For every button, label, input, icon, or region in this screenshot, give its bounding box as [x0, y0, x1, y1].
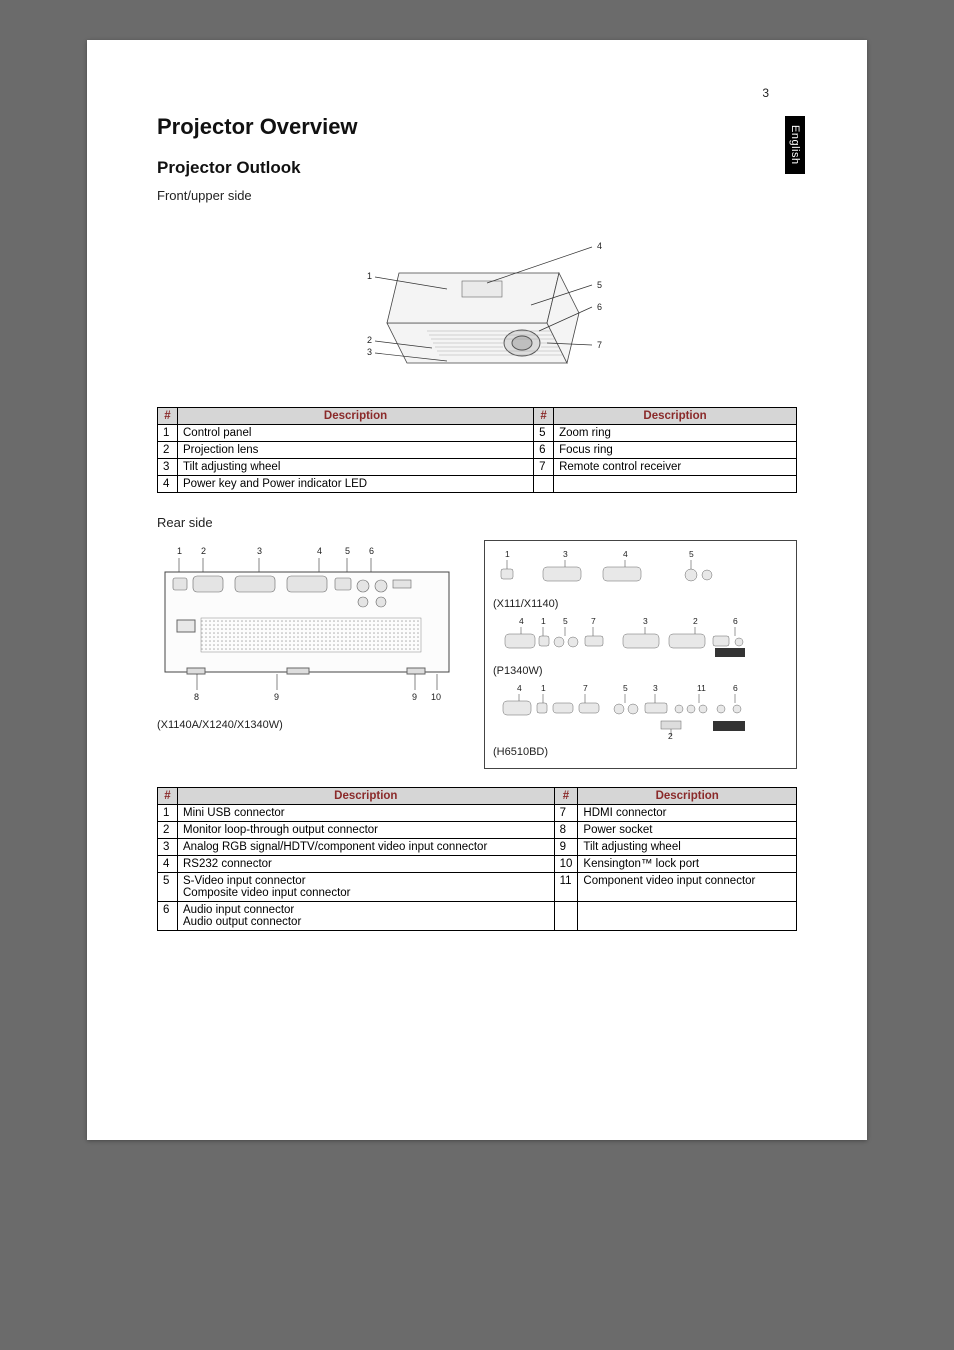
rear-table: # Description # Description 1 Mini USB c…	[157, 787, 797, 931]
rear-left-caption: (X1140A/X1240/X1340W)	[157, 719, 470, 731]
rear-left-figure: 1 2 3 4 5 6	[157, 540, 457, 710]
panel-c-label: (H6510BD)	[493, 746, 788, 758]
svg-text:4: 4	[317, 546, 322, 556]
svg-text:3: 3	[563, 549, 568, 559]
svg-text:8: 8	[194, 692, 199, 702]
panel-a-label: (X111/X1140)	[493, 598, 788, 610]
front-figure: 1 2 3 4 5 6 7	[157, 213, 797, 393]
page-title: Projector Overview	[157, 114, 797, 140]
svg-text:9: 9	[412, 692, 417, 702]
svg-text:1: 1	[505, 549, 510, 559]
callout-1: 1	[367, 271, 372, 281]
svg-text:7: 7	[591, 616, 596, 626]
svg-text:7: 7	[583, 683, 588, 693]
table-row: 4 Power key and Power indicator LED	[158, 476, 797, 493]
front-table: # Description # Description 1 Control pa…	[157, 407, 797, 493]
svg-text:4: 4	[623, 549, 628, 559]
callout-3: 3	[367, 347, 372, 357]
language-tab: English	[785, 116, 805, 174]
callout-7: 7	[597, 340, 602, 350]
rear-right-panels: 1 3 4 5	[484, 540, 797, 769]
callout-2: 2	[367, 335, 372, 345]
table-row: 4 RS232 connector 10 Kensington™ lock po…	[158, 856, 797, 873]
panel-b-label: (P1340W)	[493, 665, 788, 677]
rear-figures: 1 2 3 4 5 6	[157, 540, 797, 769]
svg-text:2: 2	[668, 731, 673, 741]
svg-text:5: 5	[623, 683, 628, 693]
th-num: #	[534, 408, 554, 425]
th-num: #	[158, 408, 178, 425]
svg-text:5: 5	[689, 549, 694, 559]
page-number: 3	[762, 86, 769, 100]
svg-text:4: 4	[519, 616, 524, 626]
table-row: 3 Analog RGB signal/HDTV/component video…	[158, 839, 797, 856]
callout-4: 4	[597, 241, 602, 251]
table-row: 2 Monitor loop-through output connector …	[158, 822, 797, 839]
table-row: 1 Mini USB connector 7 HDMI connector	[158, 805, 797, 822]
th-desc: Description	[178, 788, 555, 805]
svg-text:4: 4	[517, 683, 522, 693]
th-desc: Description	[578, 788, 797, 805]
svg-text:11: 11	[697, 683, 706, 693]
table-row: 3 Tilt adjusting wheel 7 Remote control …	[158, 459, 797, 476]
svg-text:6: 6	[733, 616, 738, 626]
callout-5: 5	[597, 280, 602, 290]
svg-text:3: 3	[257, 546, 262, 556]
callout-6: 6	[597, 302, 602, 312]
svg-text:10: 10	[431, 692, 441, 702]
svg-text:9: 9	[274, 692, 279, 702]
svg-text:3: 3	[653, 683, 658, 693]
svg-text:2: 2	[201, 546, 206, 556]
svg-text:5: 5	[345, 546, 350, 556]
svg-text:5: 5	[563, 616, 568, 626]
svg-text:1: 1	[541, 683, 546, 693]
section-heading: Projector Outlook	[157, 158, 797, 178]
page: 3 English Projector Overview Projector O…	[87, 40, 867, 1140]
subsection-heading: Front/upper side	[157, 188, 797, 203]
th-num: #	[554, 788, 578, 805]
table-row: 6 Audio input connector Audio output con…	[158, 902, 797, 931]
svg-text:6: 6	[733, 683, 738, 693]
svg-text:1: 1	[541, 616, 546, 626]
subsection-heading: Rear side	[157, 515, 797, 530]
svg-text:3: 3	[643, 616, 648, 626]
th-num: #	[158, 788, 178, 805]
svg-text:2: 2	[693, 616, 698, 626]
table-row: 1 Control panel 5 Zoom ring	[158, 425, 797, 442]
th-desc: Description	[178, 408, 534, 425]
th-desc: Description	[554, 408, 797, 425]
svg-text:1: 1	[177, 546, 182, 556]
svg-text:6: 6	[369, 546, 374, 556]
table-row: 5 S-Video input connector Composite vide…	[158, 873, 797, 902]
table-row: 2 Projection lens 6 Focus ring	[158, 442, 797, 459]
